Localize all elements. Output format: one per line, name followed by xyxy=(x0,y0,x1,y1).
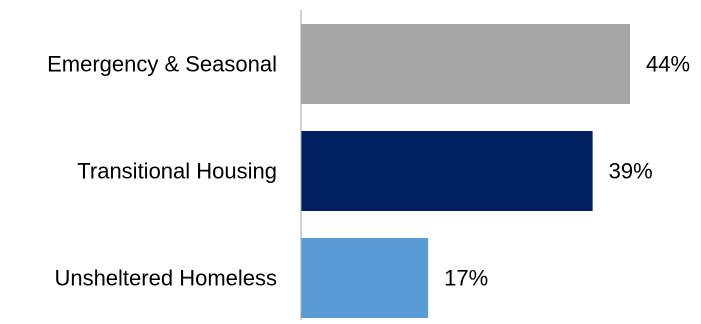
category-label-unsheltered-homeless: Unsheltered Homeless xyxy=(54,266,277,291)
bar-unsheltered-homeless xyxy=(301,238,428,318)
value-label-emergency-seasonal: 44% xyxy=(646,52,690,77)
category-label-emergency-seasonal: Emergency & Seasonal xyxy=(47,52,277,77)
value-label-unsheltered-homeless: 17% xyxy=(444,266,488,291)
value-label-transitional-housing: 39% xyxy=(609,159,653,184)
category-label-transitional-housing: Transitional Housing xyxy=(77,159,277,184)
bar-transitional-housing xyxy=(301,131,593,211)
bar-emergency-seasonal xyxy=(301,24,630,104)
category-labels-group: Emergency & Seasonal Transitional Housing… xyxy=(47,52,277,291)
